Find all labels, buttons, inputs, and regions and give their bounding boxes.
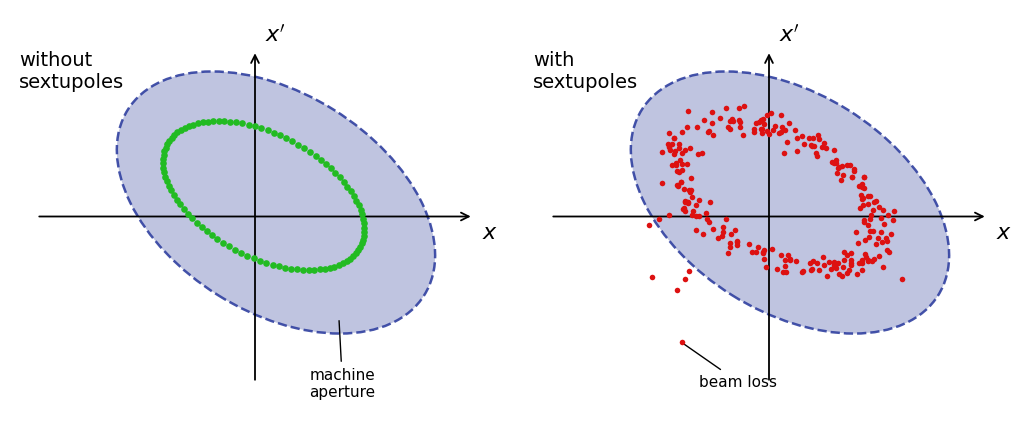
Text: beam loss: beam loss — [684, 344, 776, 389]
Text: machine
aperture: machine aperture — [309, 321, 376, 399]
Text: $x$: $x$ — [996, 223, 1012, 243]
Text: $x'$: $x'$ — [265, 25, 287, 46]
Text: $x$: $x$ — [482, 223, 499, 243]
Ellipse shape — [631, 72, 949, 334]
Ellipse shape — [117, 72, 435, 334]
Text: without
sextupoles: without sextupoles — [19, 51, 124, 92]
Text: $x'$: $x'$ — [779, 25, 801, 46]
Text: with
sextupoles: with sextupoles — [532, 51, 638, 92]
